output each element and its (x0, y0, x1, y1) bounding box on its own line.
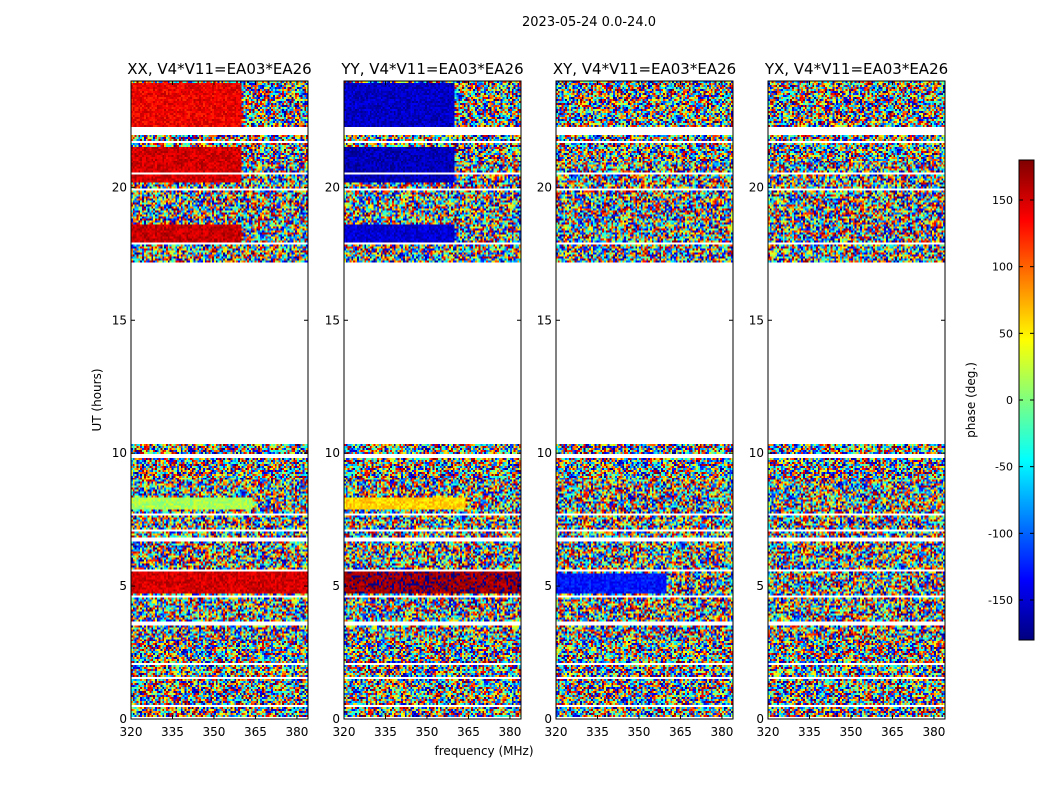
y-tick-label: 0 (119, 712, 127, 726)
x-tick-label: 335 (586, 725, 609, 739)
panel-title: YX, V4*V11=EA03*EA26 (764, 60, 948, 78)
y-tick-label: 0 (544, 712, 552, 726)
x-tick-label: 380 (498, 725, 521, 739)
y-tick-label: 15 (112, 313, 127, 327)
colorbar-tick-label: 50 (999, 327, 1013, 340)
x-tick-label: 335 (798, 725, 821, 739)
colorbar-tick-label: 100 (992, 261, 1013, 274)
heatmap-yy (344, 81, 521, 719)
y-tick-label: 5 (332, 579, 340, 593)
panel-title: XX, V4*V11=EA03*EA26 (127, 60, 311, 78)
y-tick-label: 15 (749, 313, 764, 327)
panel-yx: YX, V4*V11=EA03*EA26 320 335 350 365 380 0 5 10 1… (749, 60, 948, 739)
panel-xy: XY, V4*V11=EA03*EA26 320 335 350 365 380 0 5 10 1… (537, 60, 736, 739)
x-tick-label: 365 (669, 725, 692, 739)
axes-frame (555, 80, 734, 720)
figure-suptitle: 2023-05-24 0.0-24.0 (522, 15, 656, 30)
colorbar-tick-label: -100 (988, 527, 1013, 540)
x-tick-label: 320 (333, 725, 356, 739)
y-tick-label: 5 (544, 579, 552, 593)
colorbar-tick-label: -150 (988, 594, 1013, 607)
heatmap-xx (131, 81, 308, 719)
heatmap-yx (768, 81, 945, 719)
y-axis-label: UT (hours) (90, 368, 104, 431)
x-tick-label: 350 (628, 725, 651, 739)
x-tick-label: 320 (545, 725, 568, 739)
y-tick-label: 5 (756, 579, 764, 593)
x-tick-label: 335 (374, 725, 397, 739)
axes-frame (767, 80, 946, 720)
x-tick-label: 350 (203, 725, 226, 739)
y-tick-label: 5 (119, 579, 127, 593)
y-tick-label: 20 (537, 180, 552, 194)
x-axis-label: frequency (MHz) (434, 744, 533, 758)
y-tick-label: 10 (112, 446, 127, 460)
x-tick-label: 320 (120, 725, 143, 739)
x-tick-label: 350 (416, 725, 439, 739)
y-tick-label: 20 (112, 180, 127, 194)
y-tick-label: 20 (749, 180, 764, 194)
colorbar: 150 100 50 0 -50 -100 -150 (988, 159, 1035, 641)
panel-yy: YY, V4*V11=EA03*EA26 320 335 350 365 380 0 5 10 1… (325, 60, 524, 739)
y-tick-label: 0 (756, 712, 764, 726)
x-tick-label: 365 (881, 725, 904, 739)
colorbar-tick-label: -50 (995, 461, 1013, 474)
y-tick-label: 15 (537, 313, 552, 327)
y-tick-label: 10 (325, 446, 340, 460)
x-tick-label: 350 (840, 725, 863, 739)
x-tick-label: 365 (457, 725, 480, 739)
panels-group: XX, V4*V11=EA03*EA26 320 335 350 365 380 0 5 10 1… (112, 60, 948, 739)
colorbar-tick-label: 0 (1006, 394, 1013, 407)
y-tick-label: 0 (332, 712, 340, 726)
colorbar-gradient (1019, 160, 1034, 640)
x-tick-label: 365 (244, 725, 267, 739)
colorbar-label: phase (deg.) (964, 362, 978, 438)
panel-xx: XX, V4*V11=EA03*EA26 320 335 350 365 380 0 5 10 1… (112, 60, 312, 739)
y-tick-label: 20 (325, 180, 340, 194)
x-tick-label: 380 (710, 725, 733, 739)
heatmap-xy (556, 81, 733, 719)
axes-frame (343, 80, 522, 720)
panel-title: YY, V4*V11=EA03*EA26 (340, 60, 523, 78)
panel-title: XY, V4*V11=EA03*EA26 (553, 60, 736, 78)
x-tick-label: 380 (922, 725, 945, 739)
y-tick-label: 10 (749, 446, 764, 460)
x-tick-label: 380 (285, 725, 308, 739)
y-tick-label: 15 (325, 313, 340, 327)
y-tick-label: 10 (537, 446, 552, 460)
x-tick-label: 335 (161, 725, 184, 739)
axes-frame (130, 80, 309, 720)
colorbar-tick-label: 150 (992, 194, 1013, 207)
x-tick-label: 320 (757, 725, 780, 739)
